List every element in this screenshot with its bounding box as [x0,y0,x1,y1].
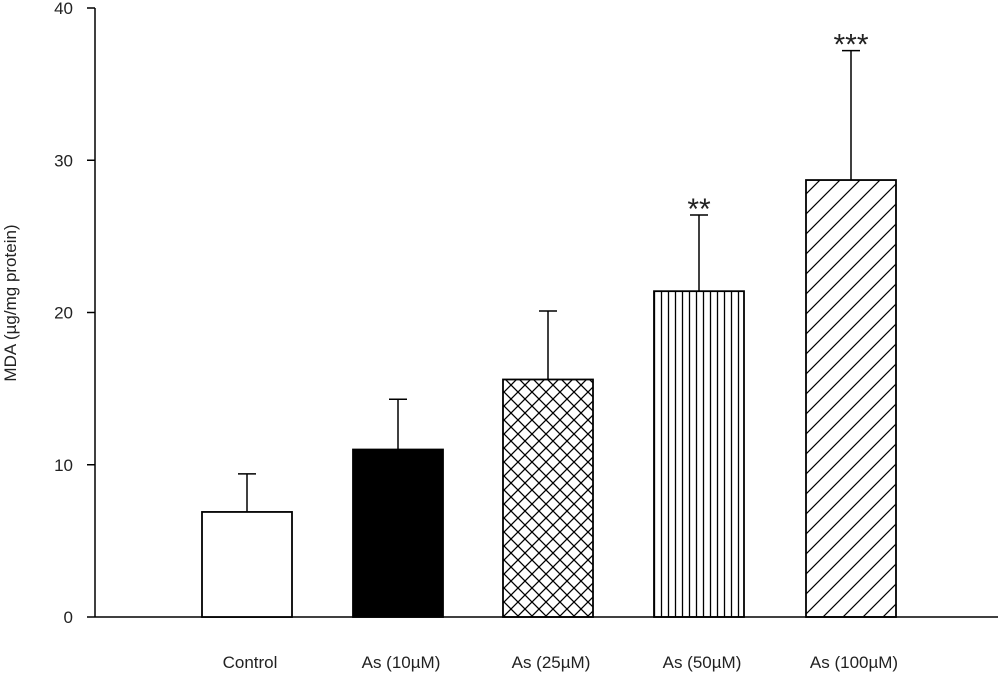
bar [201,511,293,618]
x-tick-label: As (10µM) [362,653,441,672]
bars: ***** [201,29,897,618]
y-tick-label: 30 [54,151,73,170]
bar [805,179,897,618]
x-tick-labels: Control As (10µM) As (25µM) As (50µM) As (10… [223,653,899,672]
x-tick-label: As (100µM) [810,653,898,672]
bar [502,378,594,618]
significance-label: ** [687,193,711,226]
y-ticks: 0 10 20 30 40 [54,0,95,627]
y-tick-label: 40 [54,0,73,18]
x-tick-label: As (25µM) [512,653,591,672]
y-tick-label: 10 [54,456,73,475]
significance-label: *** [833,29,868,62]
x-tick-label: Control [223,653,278,672]
y-axis-title: MDA (µg/mg protein) [1,224,20,381]
bar [653,290,745,618]
bar [352,448,444,618]
x-tick-label: As (50µM) [663,653,742,672]
y-tick-label: 20 [54,304,73,323]
y-tick-label: 0 [64,608,73,627]
